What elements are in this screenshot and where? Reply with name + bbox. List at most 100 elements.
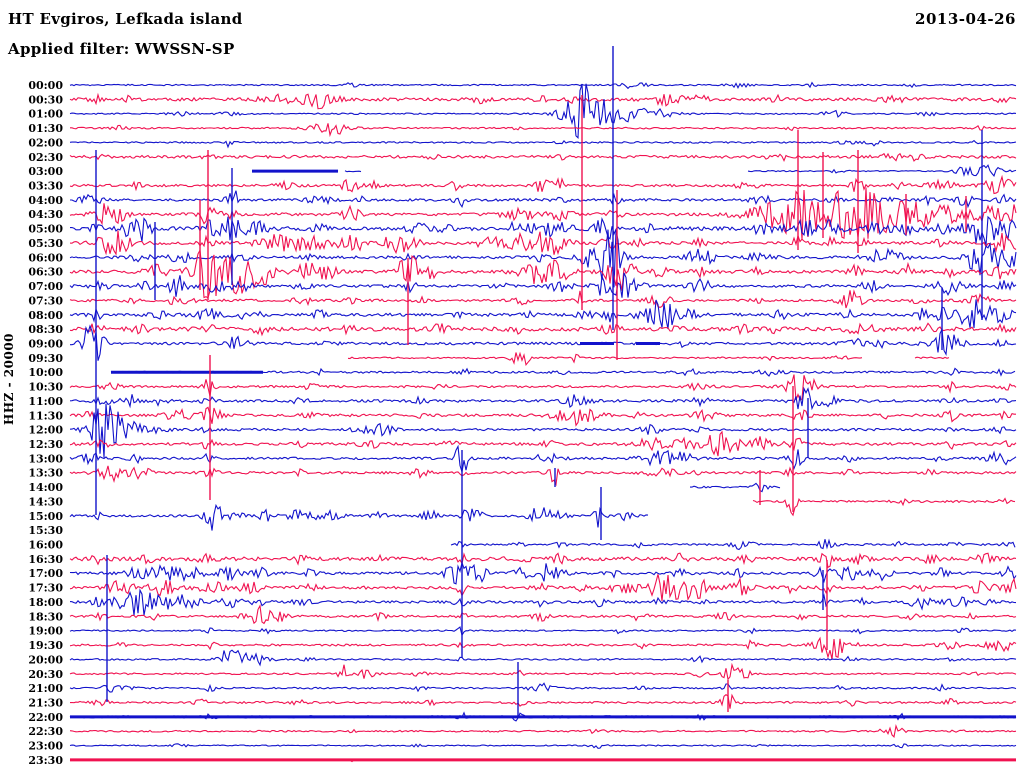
time-label-20:00: 20:00 bbox=[28, 653, 63, 666]
trace-row-15:00 bbox=[69, 503, 649, 531]
time-label-23:00: 23:00 bbox=[28, 740, 63, 753]
trace-row-08:00 bbox=[69, 299, 1017, 330]
time-label-13:30: 13:30 bbox=[28, 467, 63, 480]
trace-row-05:00 bbox=[69, 215, 1017, 246]
time-label-23:30: 23:30 bbox=[28, 754, 63, 767]
time-label-09:30: 09:30 bbox=[28, 352, 63, 365]
time-label-00:30: 00:30 bbox=[28, 93, 63, 106]
time-label-18:00: 18:00 bbox=[28, 596, 63, 609]
time-label-12:30: 12:30 bbox=[28, 438, 63, 451]
trace-row-03:00 bbox=[747, 164, 1017, 178]
trace-row-18:30 bbox=[69, 604, 1017, 625]
trace-row-21:00 bbox=[69, 682, 1017, 693]
time-label-11:00: 11:00 bbox=[28, 395, 63, 408]
time-label-07:30: 07:30 bbox=[28, 294, 63, 307]
trace-row-06:30 bbox=[69, 248, 1017, 299]
time-label-15:30: 15:30 bbox=[28, 524, 63, 537]
time-label-01:30: 01:30 bbox=[28, 122, 63, 135]
trace-row-23:30 bbox=[69, 758, 1017, 763]
time-label-16:00: 16:00 bbox=[28, 539, 63, 552]
time-label-10:00: 10:00 bbox=[28, 366, 63, 379]
time-label-09:00: 09:00 bbox=[28, 337, 63, 350]
time-label-02:00: 02:00 bbox=[28, 136, 63, 149]
time-label-03:00: 03:00 bbox=[28, 165, 63, 178]
trace-row-19:30 bbox=[69, 636, 1017, 660]
trace-row-02:00 bbox=[69, 139, 1017, 149]
trace-row-11:30 bbox=[69, 406, 1016, 427]
station-title: HT Evgiros, Lefkada island bbox=[8, 10, 243, 28]
trace-row-11:00 bbox=[69, 386, 1017, 411]
time-label-07:00: 07:00 bbox=[28, 280, 63, 293]
time-label-18:30: 18:30 bbox=[28, 610, 63, 623]
trace-row-12:00 bbox=[69, 403, 1017, 458]
trace-row-06:00 bbox=[69, 229, 1017, 288]
time-label-05:00: 05:00 bbox=[28, 223, 63, 236]
time-label-00:00: 00:00 bbox=[28, 79, 63, 92]
trace-row-12:30 bbox=[69, 430, 1017, 457]
time-label-17:00: 17:00 bbox=[28, 567, 63, 580]
trace-row-16:00 bbox=[450, 538, 1016, 551]
time-label-12:00: 12:00 bbox=[28, 424, 63, 437]
trace-row-14:30 bbox=[752, 497, 1016, 517]
trace-row-13:30 bbox=[69, 465, 1017, 487]
time-label-14:00: 14:00 bbox=[28, 481, 63, 494]
trace-row-00:00 bbox=[69, 81, 1017, 90]
time-label-08:30: 08:30 bbox=[28, 323, 63, 336]
time-label-22:30: 22:30 bbox=[28, 725, 63, 738]
trace-row-09:30 bbox=[914, 356, 950, 360]
trace-row-01:00 bbox=[69, 83, 1017, 140]
time-label-13:00: 13:00 bbox=[28, 452, 63, 465]
time-label-15:00: 15:00 bbox=[28, 510, 63, 523]
trace-row-13:00 bbox=[69, 444, 1017, 472]
time-label-19:30: 19:30 bbox=[28, 639, 63, 652]
time-label-08:00: 08:00 bbox=[28, 309, 63, 322]
trace-row-02:30 bbox=[69, 152, 1017, 162]
trace-row-03:30 bbox=[69, 174, 1017, 195]
trace-row-19:00 bbox=[69, 626, 1017, 637]
time-label-22:00: 22:00 bbox=[28, 711, 63, 724]
trace-row-20:00 bbox=[69, 649, 1017, 667]
trace-row-18:00 bbox=[69, 588, 1017, 616]
trace-row-01:30 bbox=[70, 123, 1017, 138]
time-label-19:00: 19:00 bbox=[28, 625, 63, 638]
time-label-14:30: 14:30 bbox=[28, 495, 63, 508]
time-label-04:00: 04:00 bbox=[28, 194, 63, 207]
trace-row-22:00 bbox=[69, 711, 1017, 722]
time-label-06:00: 06:00 bbox=[28, 251, 63, 264]
time-label-03:30: 03:30 bbox=[28, 180, 63, 193]
time-label-02:30: 02:30 bbox=[28, 151, 63, 164]
time-label-06:30: 06:30 bbox=[28, 266, 63, 279]
time-label-20:30: 20:30 bbox=[28, 668, 63, 681]
trace-row-17:30 bbox=[69, 574, 1017, 601]
time-label-21:30: 21:30 bbox=[28, 696, 63, 709]
date-label: 2013-04-26 bbox=[915, 10, 1016, 28]
trace-row-07:30 bbox=[69, 289, 1017, 309]
trace-row-07:00 bbox=[69, 272, 1017, 298]
filter-label: Applied filter: WWSSN-SP bbox=[8, 40, 235, 58]
time-label-04:30: 04:30 bbox=[28, 208, 63, 221]
time-label-10:30: 10:30 bbox=[28, 381, 63, 394]
time-label-11:30: 11:30 bbox=[28, 409, 63, 422]
time-label-16:30: 16:30 bbox=[28, 553, 63, 566]
trace-row-10:30 bbox=[69, 374, 1017, 401]
trace-row-03:00 bbox=[251, 170, 339, 173]
trace-row-22:30 bbox=[69, 724, 1017, 739]
trace-row-08:30 bbox=[69, 322, 1017, 337]
trace-row-03:00 bbox=[344, 170, 362, 173]
time-label-21:00: 21:00 bbox=[28, 682, 63, 695]
time-label-01:00: 01:00 bbox=[28, 108, 63, 121]
trace-row-10:00 bbox=[110, 367, 1016, 377]
trace-row-09:30 bbox=[347, 351, 863, 367]
trace-row-20:30 bbox=[69, 662, 1017, 681]
trace-row-00:30 bbox=[69, 92, 1017, 110]
time-label-05:30: 05:30 bbox=[28, 237, 63, 250]
trace-row-14:00 bbox=[690, 482, 781, 493]
trace-row-16:30 bbox=[69, 552, 1017, 569]
trace-row-09:00 bbox=[70, 324, 1017, 361]
trace-row-23:00 bbox=[69, 743, 1017, 749]
trace-row-17:00 bbox=[69, 560, 1017, 585]
time-label-17:30: 17:30 bbox=[28, 582, 63, 595]
trace-row-21:30 bbox=[69, 693, 1017, 709]
